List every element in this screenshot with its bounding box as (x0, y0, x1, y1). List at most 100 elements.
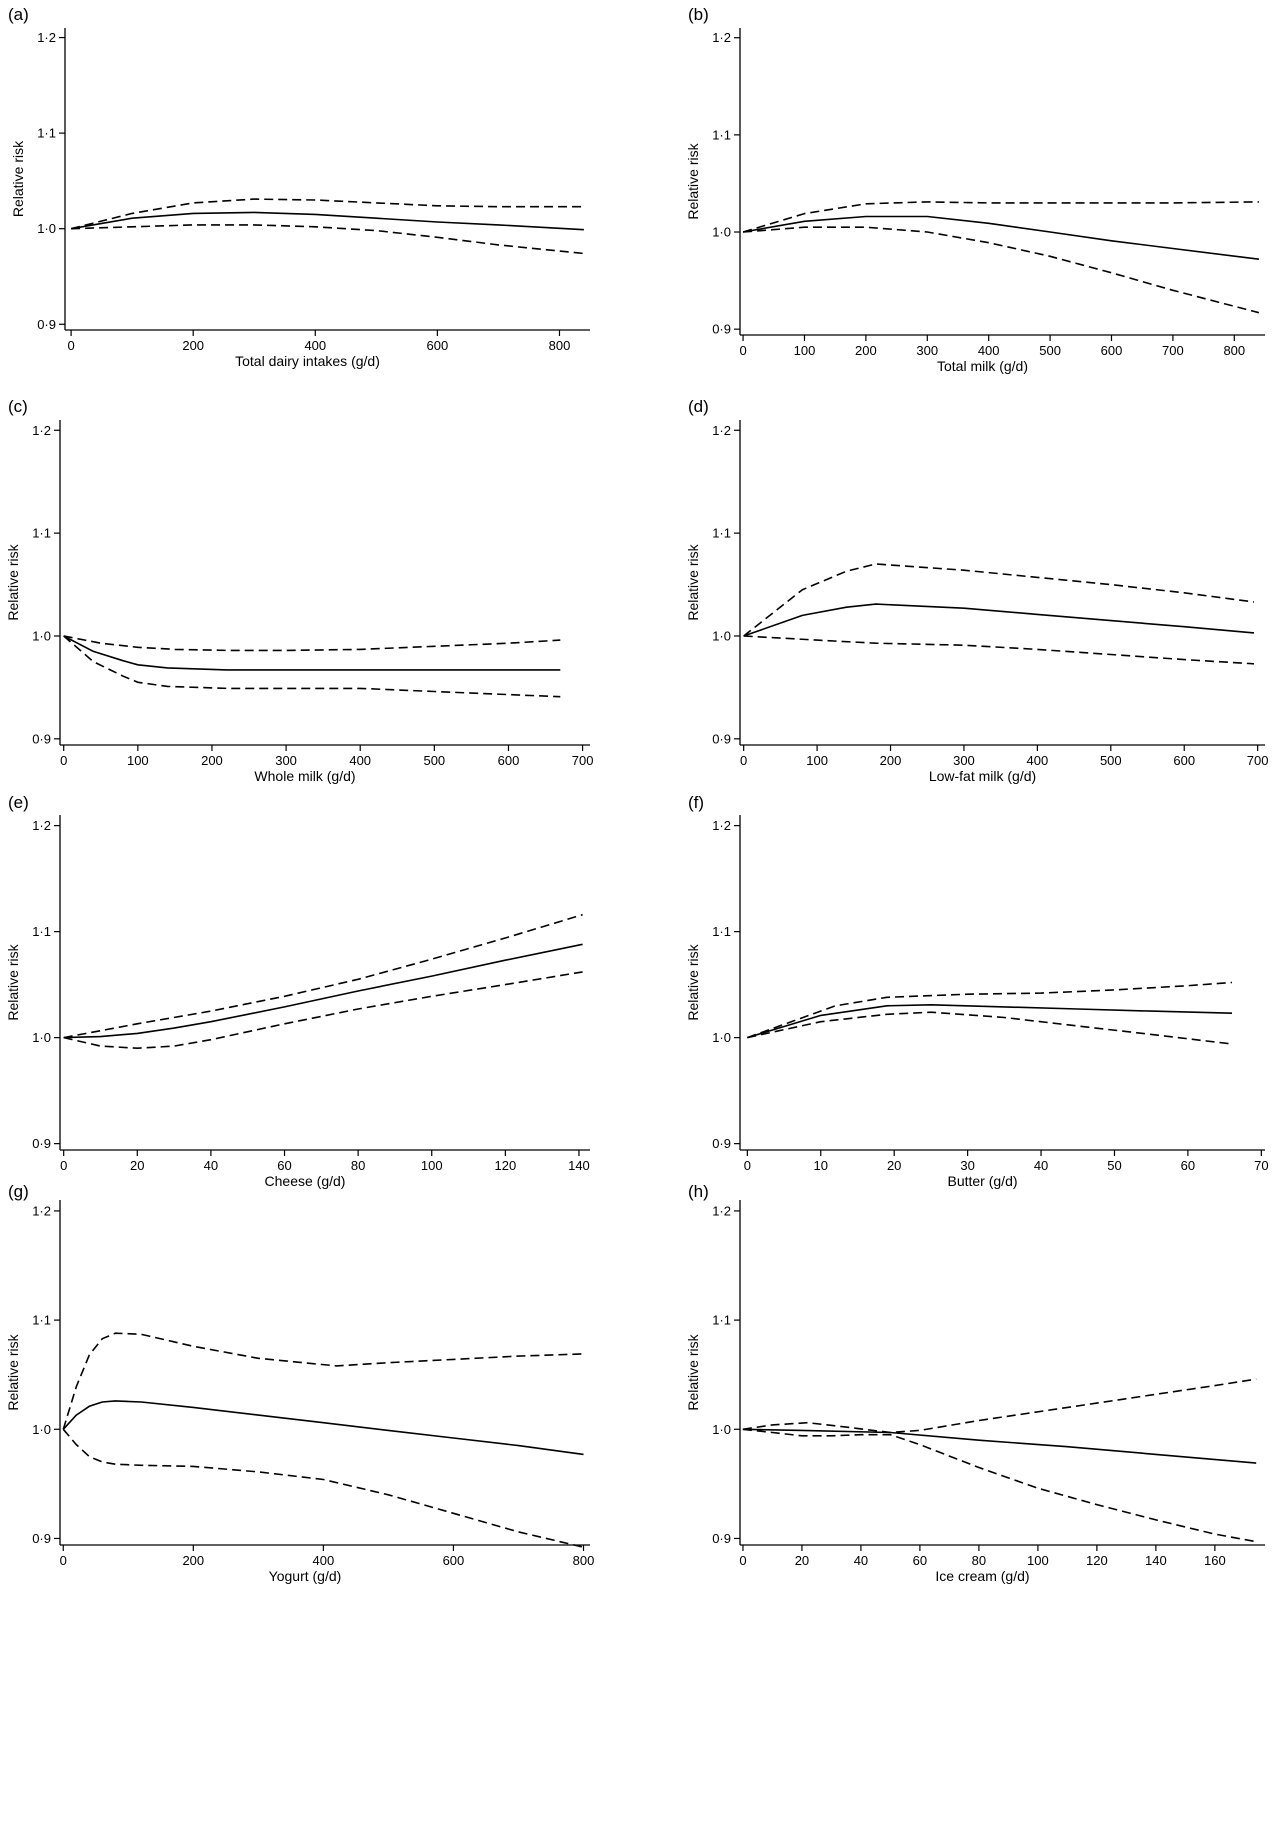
estimate-line (747, 1003, 1233, 1039)
x-axis-title: Low-fat milk (g/d) (929, 768, 1036, 784)
x-tick-label: 20 (795, 1553, 809, 1568)
y-tick-label: 1·1 (712, 127, 731, 142)
x-tick-label: 500 (1039, 343, 1061, 358)
confidence-bound-line (70, 198, 584, 230)
confidence-bound-line (743, 635, 1255, 665)
y-tick-label: 1·2 (32, 1203, 51, 1218)
x-tick-label: 600 (427, 338, 449, 353)
x-tick-label: 200 (880, 753, 902, 768)
x-tick-label: 120 (494, 1158, 516, 1173)
x-tick-label: 200 (182, 1553, 204, 1568)
x-tick-label: 0 (60, 1158, 67, 1173)
y-axis-title: Relative risk (685, 1333, 701, 1410)
y-tick-label: 1·1 (32, 526, 51, 541)
panel-a: (a) 0·9 1·0 1·1 1·2 0 200 400 600 800 Total dairy … (8, 5, 590, 369)
x-tick-label: 300 (916, 343, 938, 358)
y-axis-title: Relative risk (685, 142, 701, 219)
y-tick-label: 1·2 (712, 1203, 731, 1218)
x-tick-label: 140 (1145, 1553, 1167, 1568)
panel-g: (g) 0·9 1·0 1·1 1·2 0 200 400 600 800 Yogurt (g/d)… (5, 1182, 594, 1584)
confidence-bound-line (63, 635, 561, 652)
y-tick-label: 1·0 (32, 1422, 51, 1437)
panel-label: (b) (688, 5, 709, 24)
x-tick-label: 0 (744, 1158, 751, 1173)
y-tick-label: 0·9 (32, 1136, 51, 1151)
x-tick-label: 80 (972, 1553, 986, 1568)
x-tick-label: 800 (1223, 343, 1245, 358)
x-tick-label: 120 (1086, 1553, 1108, 1568)
y-tick-label: 0·9 (712, 1136, 731, 1151)
x-tick-label: 200 (182, 338, 204, 353)
y-tick-label: 1·1 (712, 526, 731, 541)
x-tick-label: 10 (814, 1158, 828, 1173)
x-tick-label: 20 (130, 1158, 144, 1173)
x-tick-label: 700 (1162, 343, 1184, 358)
panel-label: (h) (688, 1182, 709, 1201)
x-tick-label: 200 (201, 753, 223, 768)
x-tick-label: 0 (739, 343, 746, 358)
panel-label: (d) (688, 397, 709, 416)
x-tick-label: 600 (1101, 343, 1123, 358)
x-tick-label: 500 (1100, 753, 1122, 768)
confidence-bound-line (742, 1378, 1257, 1434)
x-tick-label: 70 (1254, 1158, 1268, 1173)
x-tick-label: 40 (204, 1158, 218, 1173)
x-axis-title: Whole milk (g/d) (254, 768, 355, 784)
estimate-line (63, 635, 561, 671)
y-tick-label: 1·1 (712, 924, 731, 939)
panel-d: (d) 0·9 1·0 1·1 1·2 0 100 200 300 400 500 600 700 Low… (685, 397, 1269, 784)
y-tick-label: 1·1 (32, 1313, 51, 1328)
panel-label: (a) (8, 5, 29, 24)
x-axis-title: Cheese (g/d) (265, 1173, 346, 1189)
y-tick-label: 0·9 (37, 317, 56, 332)
x-tick-label: 100 (421, 1158, 443, 1173)
x-tick-label: 400 (349, 753, 371, 768)
x-axis-title: Butter (g/d) (947, 1173, 1017, 1189)
confidence-bound-line (71, 224, 584, 255)
panel-c: (c) 0·9 1·0 1·1 1·2 0 100 200 300 400 500 600 700 Who… (5, 397, 593, 784)
y-tick-label: 1·2 (712, 818, 731, 833)
y-tick-label: 1·0 (712, 1422, 731, 1437)
x-tick-label: 60 (1181, 1158, 1195, 1173)
x-tick-label: 700 (1247, 753, 1269, 768)
x-tick-label: 200 (855, 343, 877, 358)
x-tick-label: 40 (1034, 1158, 1048, 1173)
panel-label: (c) (8, 397, 28, 416)
x-tick-label: 60 (913, 1553, 927, 1568)
x-tick-label: 600 (1173, 753, 1195, 768)
y-axis-title: Relative risk (5, 543, 21, 620)
y-axis-title: Relative risk (5, 943, 21, 1020)
x-tick-label: 400 (313, 1553, 335, 1568)
x-tick-label: 100 (794, 343, 816, 358)
x-tick-label: 0 (739, 1553, 746, 1568)
x-tick-label: 20 (887, 1158, 901, 1173)
x-tick-label: 50 (1107, 1158, 1121, 1173)
y-tick-label: 0·9 (712, 731, 731, 746)
y-tick-label: 1·0 (32, 1030, 51, 1045)
y-tick-label: 0·9 (32, 731, 51, 746)
y-tick-label: 1·2 (37, 30, 56, 45)
confidence-bound-line (747, 1011, 1233, 1045)
x-tick-label: 400 (304, 338, 326, 353)
estimate-line (70, 211, 584, 231)
estimate-line (743, 603, 1255, 637)
panel-label: (e) (8, 793, 29, 812)
x-axis-title: Ice cream (g/d) (935, 1568, 1029, 1584)
confidence-bound-line (63, 635, 561, 698)
confidence-bound-line (743, 226, 1260, 314)
x-axis-title: Total milk (g/d) (937, 358, 1028, 374)
x-tick-label: 60 (277, 1158, 291, 1173)
x-tick-label: 160 (1204, 1553, 1226, 1568)
estimate-line (63, 943, 583, 1039)
x-tick-label: 700 (572, 753, 594, 768)
y-tick-label: 1·1 (37, 126, 56, 141)
y-axis-title: Relative risk (10, 140, 26, 217)
confidence-bound-line (742, 201, 1259, 233)
confidence-bound-line (63, 971, 583, 1049)
y-tick-label: 1·2 (32, 423, 51, 438)
x-tick-label: 800 (573, 1553, 595, 1568)
confidence-bound-line (747, 981, 1233, 1039)
x-tick-label: 30 (960, 1158, 974, 1173)
x-tick-label: 0 (740, 753, 747, 768)
confidence-bound-line (742, 1428, 1257, 1543)
